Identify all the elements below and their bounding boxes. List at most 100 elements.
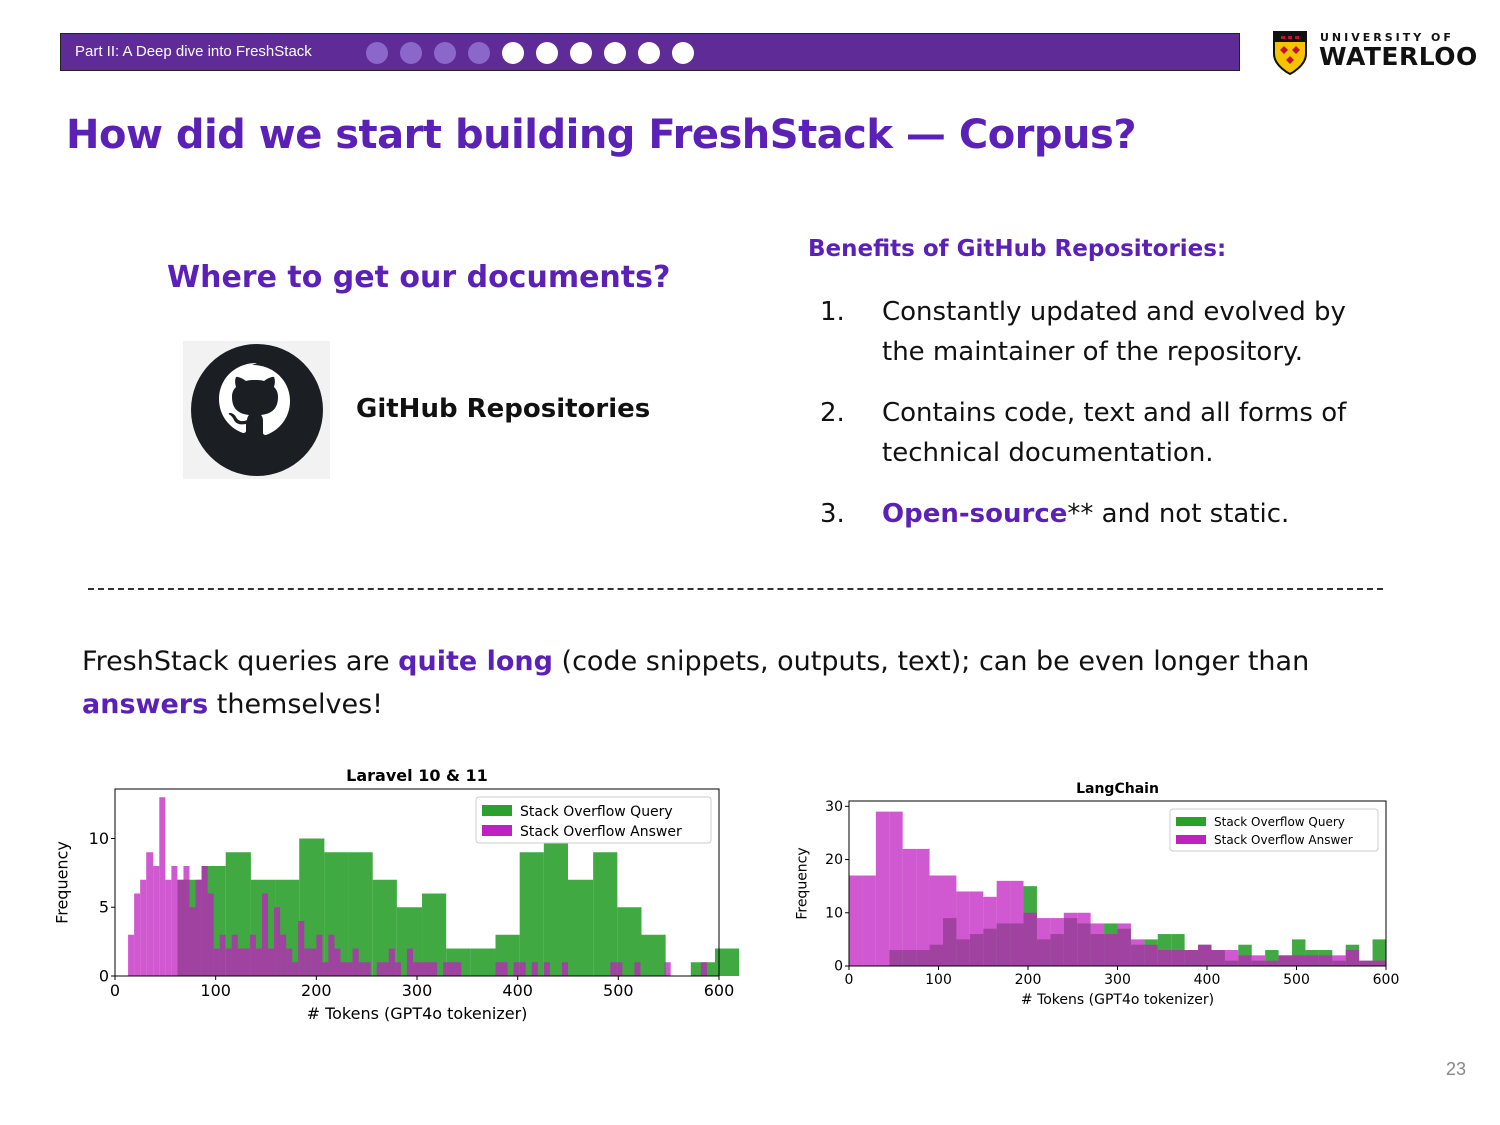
answer-bar — [1292, 955, 1306, 966]
answer-bar — [358, 962, 365, 976]
answer-bar — [1077, 912, 1091, 966]
chart-title: LangChain — [1076, 781, 1159, 797]
x-tick-label: 500 — [1283, 972, 1310, 988]
section-label: Part II: A Deep dive into FreshStack — [75, 43, 312, 60]
legend-box — [475, 796, 712, 844]
progress-dots — [366, 42, 694, 64]
answer-bar — [519, 962, 526, 976]
legend-label: Stack Overflow Answer — [520, 824, 682, 840]
answer-bar — [165, 879, 172, 976]
x-tick-label: 300 — [402, 981, 433, 1000]
answer-bar — [286, 948, 293, 976]
y-tick-label: 20 — [825, 852, 843, 868]
answer-bar — [889, 811, 903, 966]
queries-description: FreshStack queries are quite long (code … — [82, 640, 1402, 726]
answer-bar — [388, 948, 395, 976]
benefit-number: 1. — [820, 297, 845, 327]
para-text: (code snippets, outputs, text); can be e… — [552, 646, 1310, 677]
github-logo — [183, 341, 330, 479]
answer-bar — [425, 962, 432, 976]
answer-bar — [352, 948, 359, 976]
x-tick-label: 0 — [110, 981, 120, 1000]
slide-title: How did we start building FreshStack — C… — [66, 112, 1137, 158]
answer-bar — [292, 962, 299, 976]
legend-swatch — [482, 825, 512, 836]
answer-bar — [243, 948, 250, 976]
x-tick-label: 400 — [1194, 972, 1221, 988]
waterloo-crest-icon — [1273, 31, 1307, 76]
answer-bar — [531, 962, 538, 976]
university-logo: UNIVERSITY OF WATERLOO — [1272, 28, 1477, 78]
benefit-line: technical documentation. — [882, 438, 1214, 468]
answer-bar — [543, 962, 550, 976]
answer-bar — [1063, 912, 1078, 966]
answer-bar — [412, 962, 420, 976]
answer-bar — [983, 896, 997, 966]
progress-dot-complete — [434, 42, 456, 64]
answer-bar — [298, 921, 305, 976]
question-heading: Where to get our documents? — [167, 260, 671, 295]
answer-bar — [1238, 955, 1252, 966]
answer-bar — [862, 875, 876, 966]
answer-bar — [1372, 960, 1386, 966]
answer-bar — [189, 907, 196, 976]
answer-bar — [322, 962, 329, 976]
answer-bar — [449, 962, 456, 976]
para-text: themselves! — [208, 689, 384, 720]
benefit-line: the maintainer of the repository. — [882, 337, 1303, 367]
x-tick-label: 0 — [845, 972, 854, 988]
answer-bar — [902, 848, 917, 966]
y-tick-label: 10 — [89, 829, 109, 848]
query-bar — [519, 852, 544, 976]
answer-bar — [501, 962, 508, 976]
benefit-line: Contains code, text and all forms of — [882, 398, 1347, 428]
answer-bar — [849, 875, 863, 966]
progress-dot-complete — [468, 42, 490, 64]
benefit-text: Contains code, text and all forms of tec… — [882, 393, 1402, 473]
answer-bar — [1318, 955, 1333, 966]
progress-dot-pending — [502, 42, 524, 64]
answer-bar — [969, 891, 984, 966]
x-tick-label: 100 — [200, 981, 231, 1000]
y-axis-label: Frequency — [55, 841, 71, 924]
answer-bar — [1251, 955, 1266, 966]
answer-bar — [1090, 923, 1105, 966]
answer-bar — [280, 934, 287, 976]
open-source-highlight: Open-source — [882, 499, 1068, 529]
answer-bar — [610, 962, 617, 976]
x-tick-label: 600 — [704, 981, 735, 1000]
answer-bar — [159, 797, 166, 976]
github-octocat-icon — [191, 344, 323, 476]
section-divider — [88, 588, 1383, 590]
answer-bar — [419, 962, 426, 976]
answer-bar — [128, 934, 135, 976]
answer-bar — [1010, 880, 1024, 966]
query-bar — [470, 948, 496, 976]
answer-bar — [316, 934, 323, 976]
quite-long-highlight: quite long — [398, 646, 553, 677]
progress-dot-complete — [366, 42, 388, 64]
answer-bar — [134, 893, 141, 976]
answer-bar — [700, 962, 707, 976]
answer-bar — [634, 962, 641, 976]
answer-bar — [261, 893, 269, 976]
answer-bar — [929, 875, 943, 966]
progress-dot-pending — [570, 42, 592, 64]
benefit-text: Open-source** and not static. — [882, 494, 1402, 534]
legend-label: Stack Overflow Query — [1214, 815, 1345, 829]
query-bar — [568, 879, 594, 976]
answer-bar — [1130, 939, 1145, 966]
legend-label: Stack Overflow Answer — [1214, 833, 1353, 847]
x-tick-label: 500 — [603, 981, 634, 1000]
answer-bar — [268, 948, 275, 976]
answer-bar — [1359, 960, 1373, 966]
legend-swatch — [482, 805, 512, 816]
answer-bar — [225, 948, 232, 976]
benefits-title: Benefits of GitHub Repositories: — [808, 236, 1227, 262]
langchain-histogram: LangChain 0 100 200 300 400 500 600 0 10 20 30 # Tok… — [795, 781, 1399, 1008]
answer-bar — [219, 934, 226, 976]
benefit-line: ** and not static. — [1067, 499, 1290, 529]
answer-bar — [1305, 955, 1319, 966]
answer-bar — [146, 852, 154, 976]
answer-bar — [231, 934, 238, 976]
